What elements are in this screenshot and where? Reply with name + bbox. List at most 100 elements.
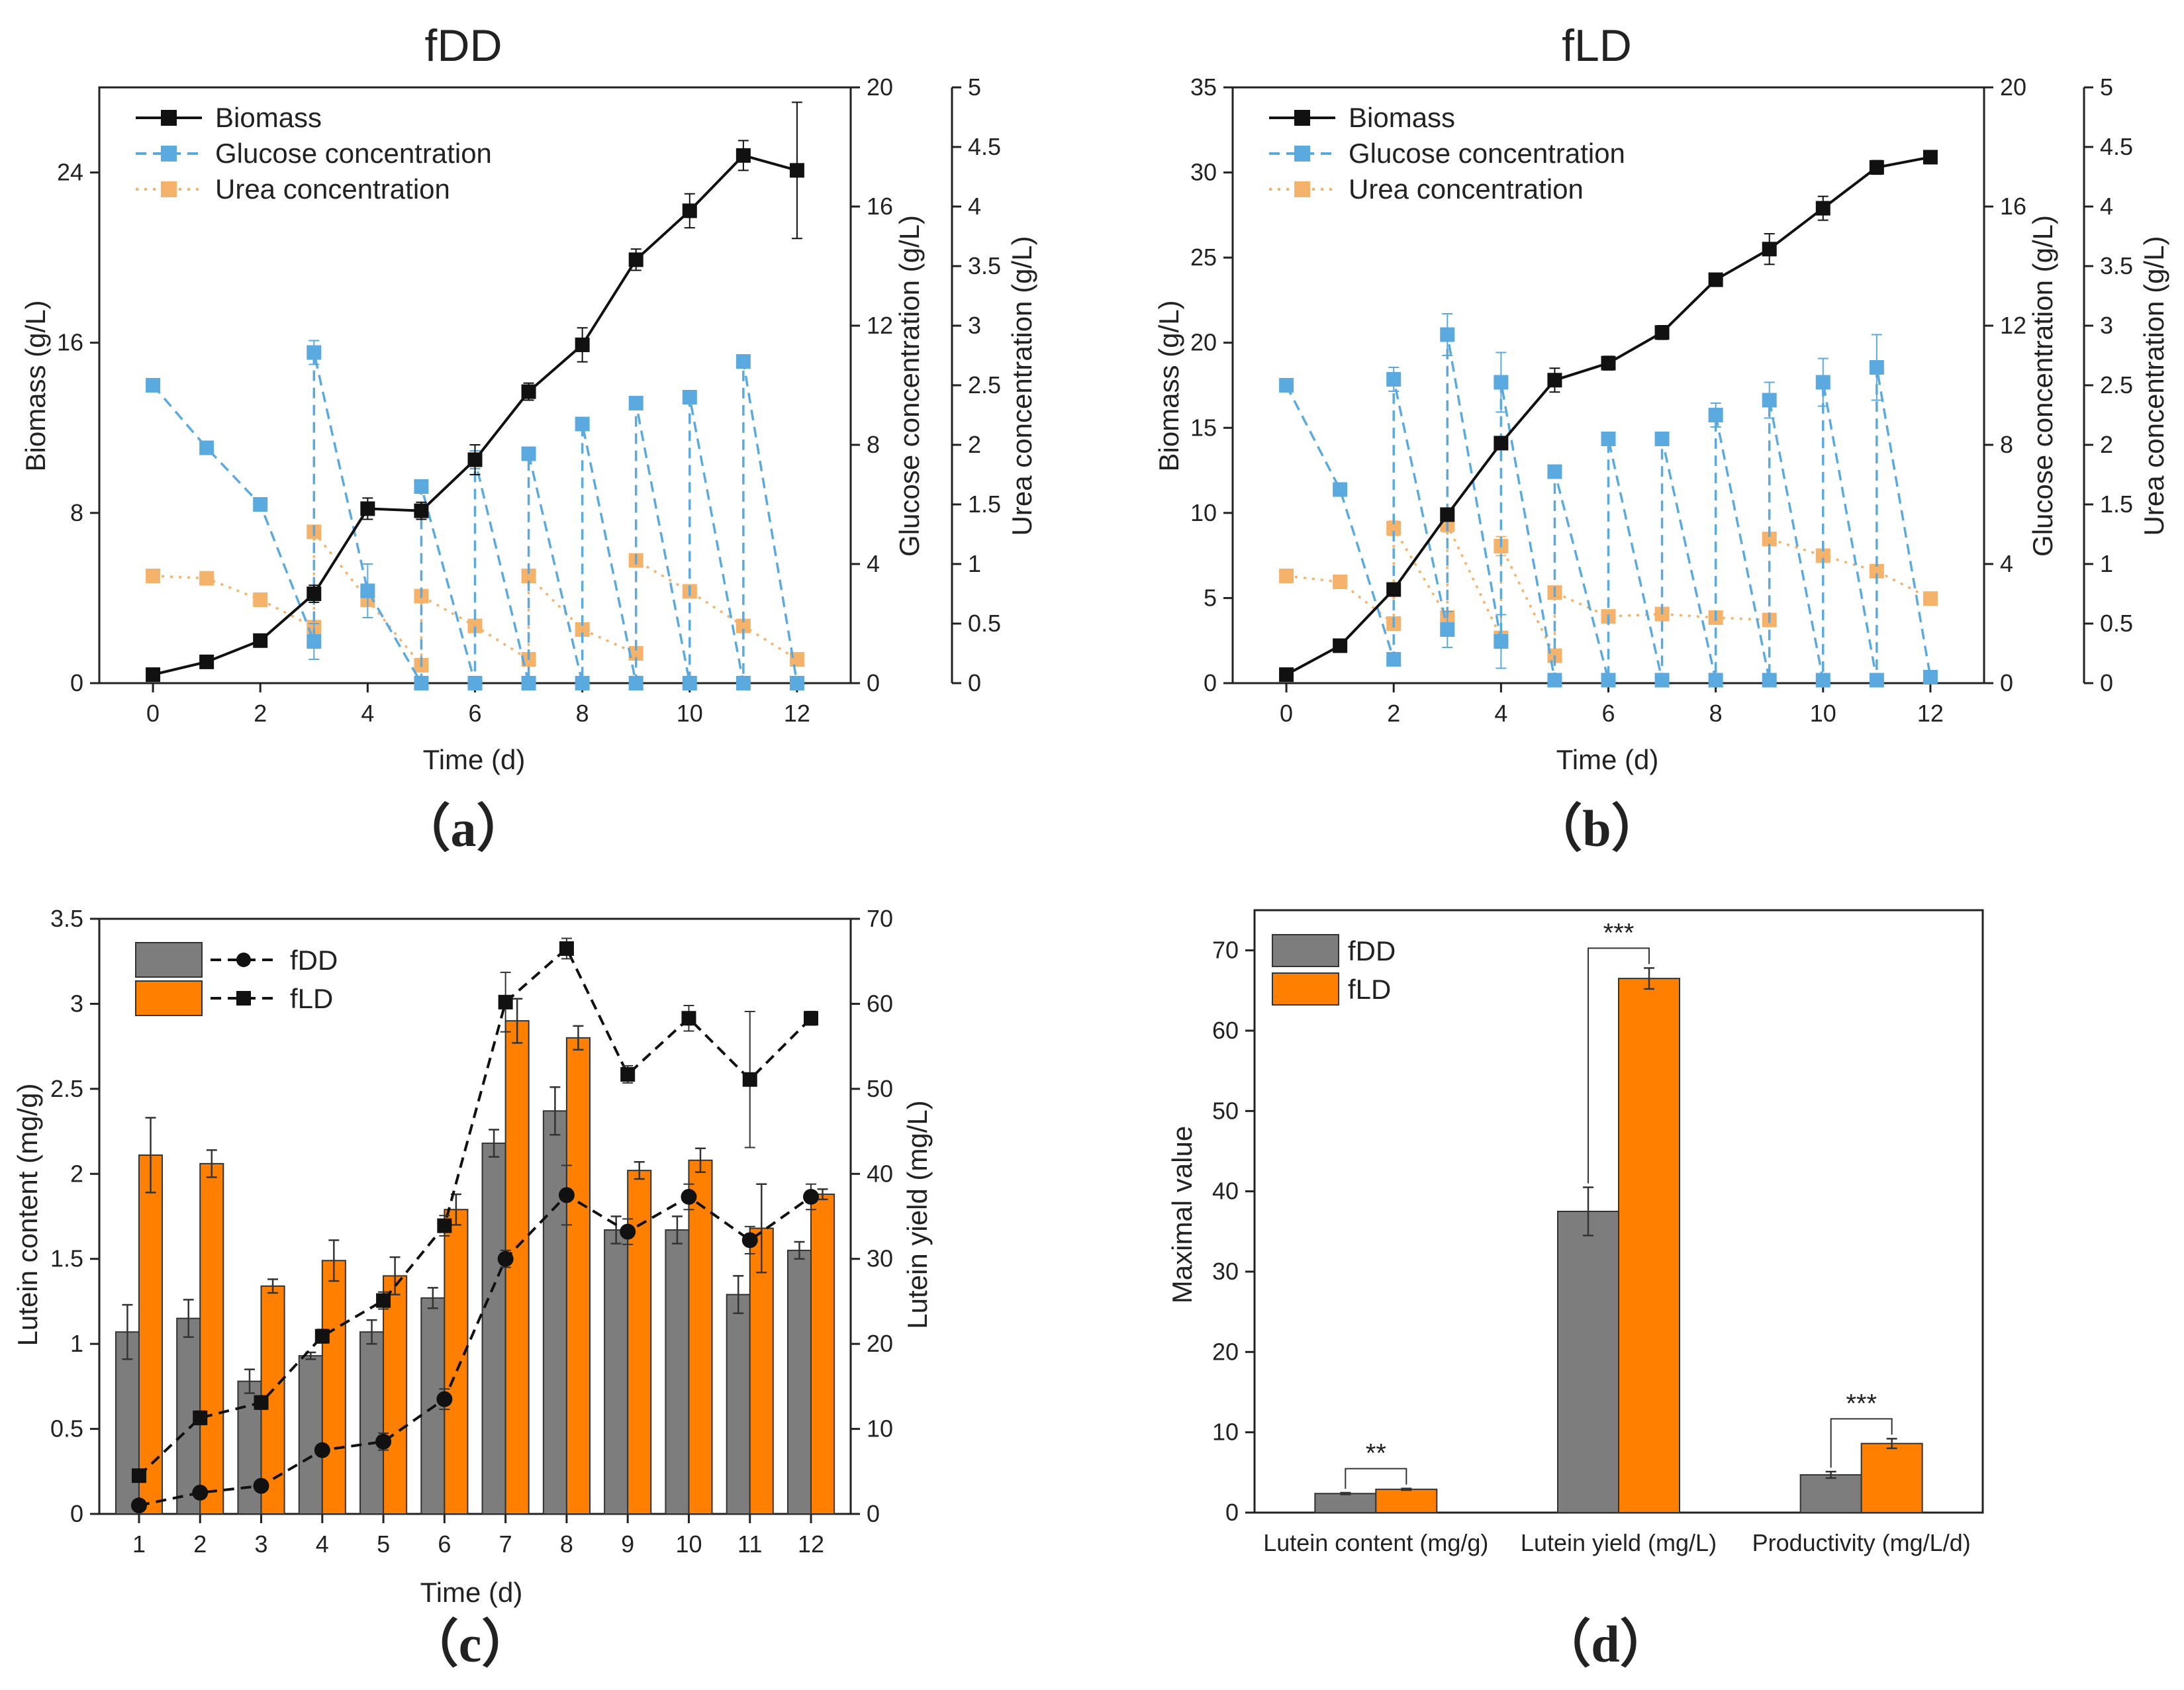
y-tick-label: 25 [1190,244,1217,271]
data-point [521,446,536,461]
y2-tick-label: 16 [2000,193,2026,220]
data-point [628,646,643,661]
data-point [1762,673,1777,688]
x-tick-label: 7 [499,1530,512,1558]
y2-tick-label: 16 [867,193,893,220]
legend-item-biomass: Biomass [136,102,322,133]
yield-point-fld [376,1293,391,1308]
panel-b-y3label: Urea concentration (g/L) [2138,236,2169,536]
x-tick-label: 5 [377,1530,390,1558]
data-point [575,676,590,690]
y-tick-label: 24 [57,159,83,186]
data-point [1386,652,1401,667]
y3-tick-label: 3 [968,312,981,339]
panel-d-maximal-values: （d） Maximal value 0 10 20 30 40 50 60 70 Lutein … [1166,909,1984,1673]
yield-point-fld [437,1218,452,1233]
y3-tick-label: 5 [2100,73,2113,101]
panel-c-lutein-time-course: （c） Time (d) Lutein content (mg/g) Lutei… [12,905,933,1673]
x-tick-label: 1 [132,1530,146,1558]
data-point [1815,201,1830,216]
x-tick-label: 12 [1917,700,1944,727]
y3-tick-label: 2.5 [968,371,1001,399]
panel-c-legend: fDD fLD [135,942,338,1016]
y3-tick-label: 1.5 [2100,491,2133,518]
yield-point-fdd [253,1478,269,1494]
data-point [1601,673,1616,688]
bar-fdd [726,1293,751,1515]
data-point [575,337,590,352]
y2-tick-label: 70 [867,905,893,932]
data-point [1601,355,1616,371]
data-point [253,592,268,607]
yield-point-fdd [803,1188,820,1205]
data-point [682,390,697,404]
legend-item-glucose: Glucose concentration [1269,138,1625,169]
panel-a-xlabel: Time (d) [423,744,526,775]
y-tick-label: 10 [1190,499,1217,526]
data-point [253,497,268,512]
y2-tick-label: 20 [867,1330,893,1357]
data-point [1869,160,1884,175]
bar-fdd [542,1110,567,1515]
y-tick-label: 70 [1212,937,1239,964]
yield-point-fld [681,1011,696,1026]
data-point [736,354,751,369]
legend-label-urea: Urea concentration [1349,173,1584,205]
y3-tick-label: 1 [2100,550,2113,577]
data-point [1815,375,1830,390]
data-point [1762,393,1777,408]
y2-tick-label: 0 [867,669,880,696]
yield-point-fdd [192,1484,209,1501]
y3-tick-label: 4.5 [2100,133,2133,160]
data-point [1333,575,1348,589]
data-point [307,587,322,601]
x-tick-label: 2 [193,1530,207,1558]
bar-fdd [1314,1493,1377,1513]
data-point [146,569,161,583]
data-point [1923,670,1938,684]
y-tick-label: 3.5 [50,905,83,932]
panel-b-ylabel: Biomass (g/L) [1153,300,1184,471]
data-point [1333,482,1348,497]
panel-c-xlabel: Time (d) [420,1577,523,1608]
y2-tick-label: 12 [2000,312,2026,339]
panel-a-plot: 0 2 4 6 8 10 1208162404812162000.511.522.533.5… [57,73,1001,727]
y-tick-label: 16 [57,329,83,356]
y-tick-label: 1 [70,1330,83,1357]
panel-c-ylabel: Lutein content (mg/g) [12,1084,43,1346]
panel-b-title: fLD [1562,21,1632,71]
series-line-glucose-concentration [1285,334,1932,681]
yield-line-fld [138,946,812,1477]
y-tick-label: 2 [70,1160,83,1187]
data-point [253,633,268,648]
legend-label-glucose: Glucose concentration [1349,138,1625,169]
data-point [628,252,643,267]
x-tick-label: 8 [1709,700,1723,727]
y-tick-label: 5 [1204,584,1217,611]
legend-label-urea: Urea concentration [215,173,450,205]
legend-item-urea: Urea concentration [1269,173,1584,205]
data-point [1440,327,1455,342]
y-tick-label: 0.5 [50,1415,83,1442]
y-tick-label: 0 [70,1500,83,1527]
bar-fdd [359,1331,385,1515]
bar-fld [444,1209,469,1515]
y-tick-label: 30 [1190,159,1217,186]
y2-tick-label: 50 [867,1075,893,1102]
legend-item-fld: fLD [135,980,333,1016]
data-point [414,676,429,690]
y-tick-label: 50 [1212,1097,1239,1124]
x-tick-label: 10 [1810,700,1836,727]
data-point [1386,521,1401,536]
panel-a-label: （a） [399,800,528,857]
yield-point-fld [193,1410,208,1425]
y2-tick-label: 8 [867,431,880,458]
panel-c-label: （c） [407,1615,534,1673]
x-tick-label: 11 [737,1530,762,1558]
legend-label-fld: fLD [290,983,333,1014]
x-tick-label: 6 [438,1530,451,1558]
x-tick-label: 3 [255,1530,268,1558]
data-point [1333,638,1348,653]
y3-tick-label: 3.5 [2100,252,2133,279]
